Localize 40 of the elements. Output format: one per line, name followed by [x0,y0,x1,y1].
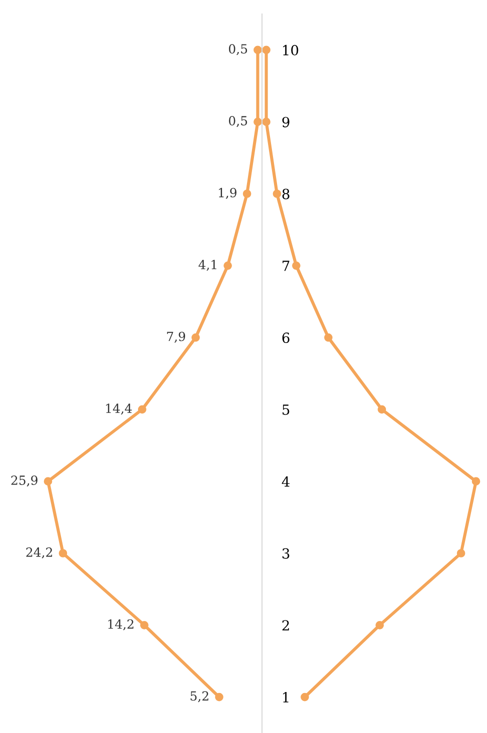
point [262,118,270,126]
annotation: 14,4 [106,404,132,415]
y-tick-label: 5 [282,404,290,415]
point [376,620,384,630]
point [272,190,282,198]
annotation: 24,2 [26,547,52,558]
annotation: 5,2 [190,691,208,702]
annotation: 4,1 [198,260,216,271]
y-tick-label: 3 [282,548,290,559]
y-tick-label: 6 [282,332,290,344]
point [324,333,333,342]
y-tick-label: 9 [282,116,290,128]
point [472,477,480,486]
annotation: 25,9 [11,476,38,486]
annotation: 0,5 [228,44,248,56]
annotation: 14,2 [108,619,134,630]
point [456,549,466,558]
y-tick-label: 4 [282,476,290,487]
point [138,405,146,414]
point [254,118,262,126]
point [300,692,309,702]
point [254,46,262,54]
annotation: 1,9 [218,188,236,199]
point [44,477,52,486]
point [140,620,148,630]
y-tick-label: 2 [282,620,289,630]
annotation: 7,9 [167,332,186,343]
point [262,46,270,54]
annotation: 0,5 [228,116,248,127]
point [224,261,232,270]
point [242,190,252,198]
point [58,549,68,558]
y-tick-label: 7 [282,260,290,271]
point [378,405,386,414]
point [191,333,200,342]
y-tick-label: 10 [283,44,298,56]
point [215,692,224,702]
y-tick-label: 1 [283,692,288,702]
point [292,261,300,270]
y-tick-label: 8 [282,188,290,200]
